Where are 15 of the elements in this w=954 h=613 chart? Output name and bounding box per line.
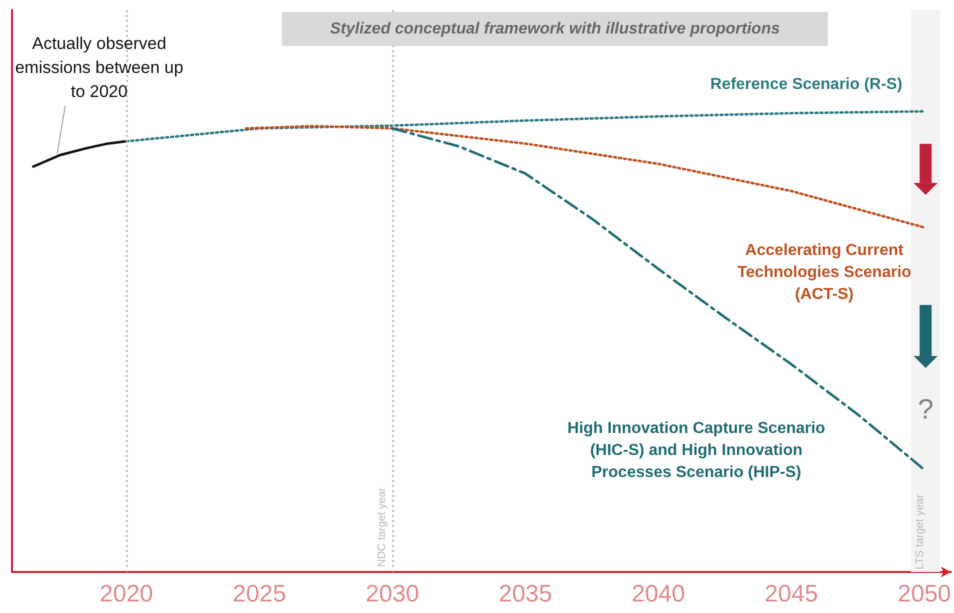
x-tick-label: 2035 <box>498 580 552 608</box>
band-label: LTS target year <box>914 494 926 570</box>
x-tick-label: 2025 <box>232 580 286 608</box>
ref-line-label: NDC target year <box>376 487 388 567</box>
series-label: High Innovation Capture Scenario (HIC-S) and High Innovation Processes Scenario (HIP-S) <box>567 420 826 482</box>
series-label: Reference Scenario (R-S) <box>710 76 902 93</box>
x-tick-label: 2040 <box>632 580 686 608</box>
chart-title: Stylized conceptual framework with illustrative proportions <box>330 20 780 38</box>
annotation: ? <box>918 394 934 425</box>
x-tick-label: 2045 <box>764 580 818 608</box>
x-tick-label: 2030 <box>366 580 420 608</box>
x-tick-label: 2050 <box>898 580 951 608</box>
annotation: Actually observed emissions between up to 2020 <box>15 34 184 102</box>
x-tick-label: 2020 <box>100 580 154 608</box>
series-label: Accelerating Current Technologies Scenario (ACT-S) <box>737 242 912 303</box>
